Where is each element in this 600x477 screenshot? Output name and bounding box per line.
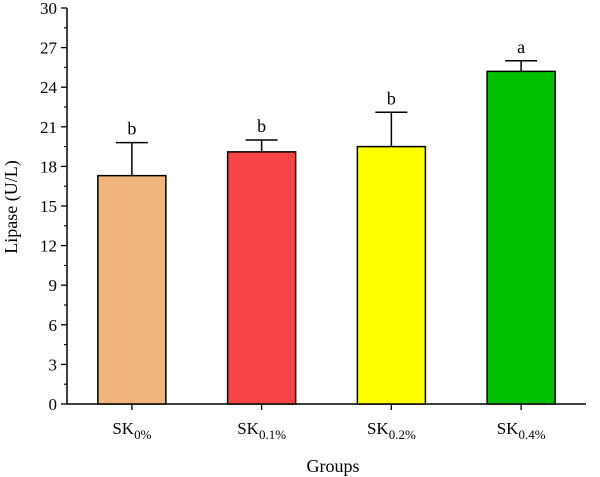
significance-label: a xyxy=(517,37,525,57)
x-tick-label: SK0% xyxy=(112,419,151,442)
x-tick-label: SK0.4% xyxy=(497,419,546,442)
bar-0% xyxy=(97,174,167,405)
significance-label: b xyxy=(257,116,266,136)
plot-area: 0 3 6 9 12 15 18 21 24 27 30 b SK0% b SK0.1% b SK0.2% a SK… xyxy=(40,0,586,442)
y-tick-label: 0 xyxy=(49,395,58,414)
y-tick-label: 24 xyxy=(40,78,58,97)
y-axis-label: Lipase (U/L) xyxy=(1,160,22,253)
y-tick-label: 3 xyxy=(49,355,58,374)
y-tick-label: 30 xyxy=(40,0,57,18)
x-axis-label: Groups xyxy=(307,456,360,476)
y-tick-label: 6 xyxy=(49,316,58,335)
y-tick-label: 18 xyxy=(40,157,57,176)
significance-label: b xyxy=(387,88,396,108)
y-tick-label: 12 xyxy=(40,237,57,256)
y-tick-label: 15 xyxy=(40,197,57,216)
y-tick-label: 9 xyxy=(49,276,58,295)
x-tick-label: SK0.1% xyxy=(237,419,286,442)
significance-label: b xyxy=(127,119,136,139)
bar-0.4% xyxy=(486,70,556,405)
bar-0.2% xyxy=(356,145,427,405)
bar-0.1% xyxy=(226,151,297,405)
y-tick-label: 21 xyxy=(40,118,57,137)
y-tick-label: 27 xyxy=(40,39,58,58)
x-tick-label: SK0.2% xyxy=(367,419,416,442)
